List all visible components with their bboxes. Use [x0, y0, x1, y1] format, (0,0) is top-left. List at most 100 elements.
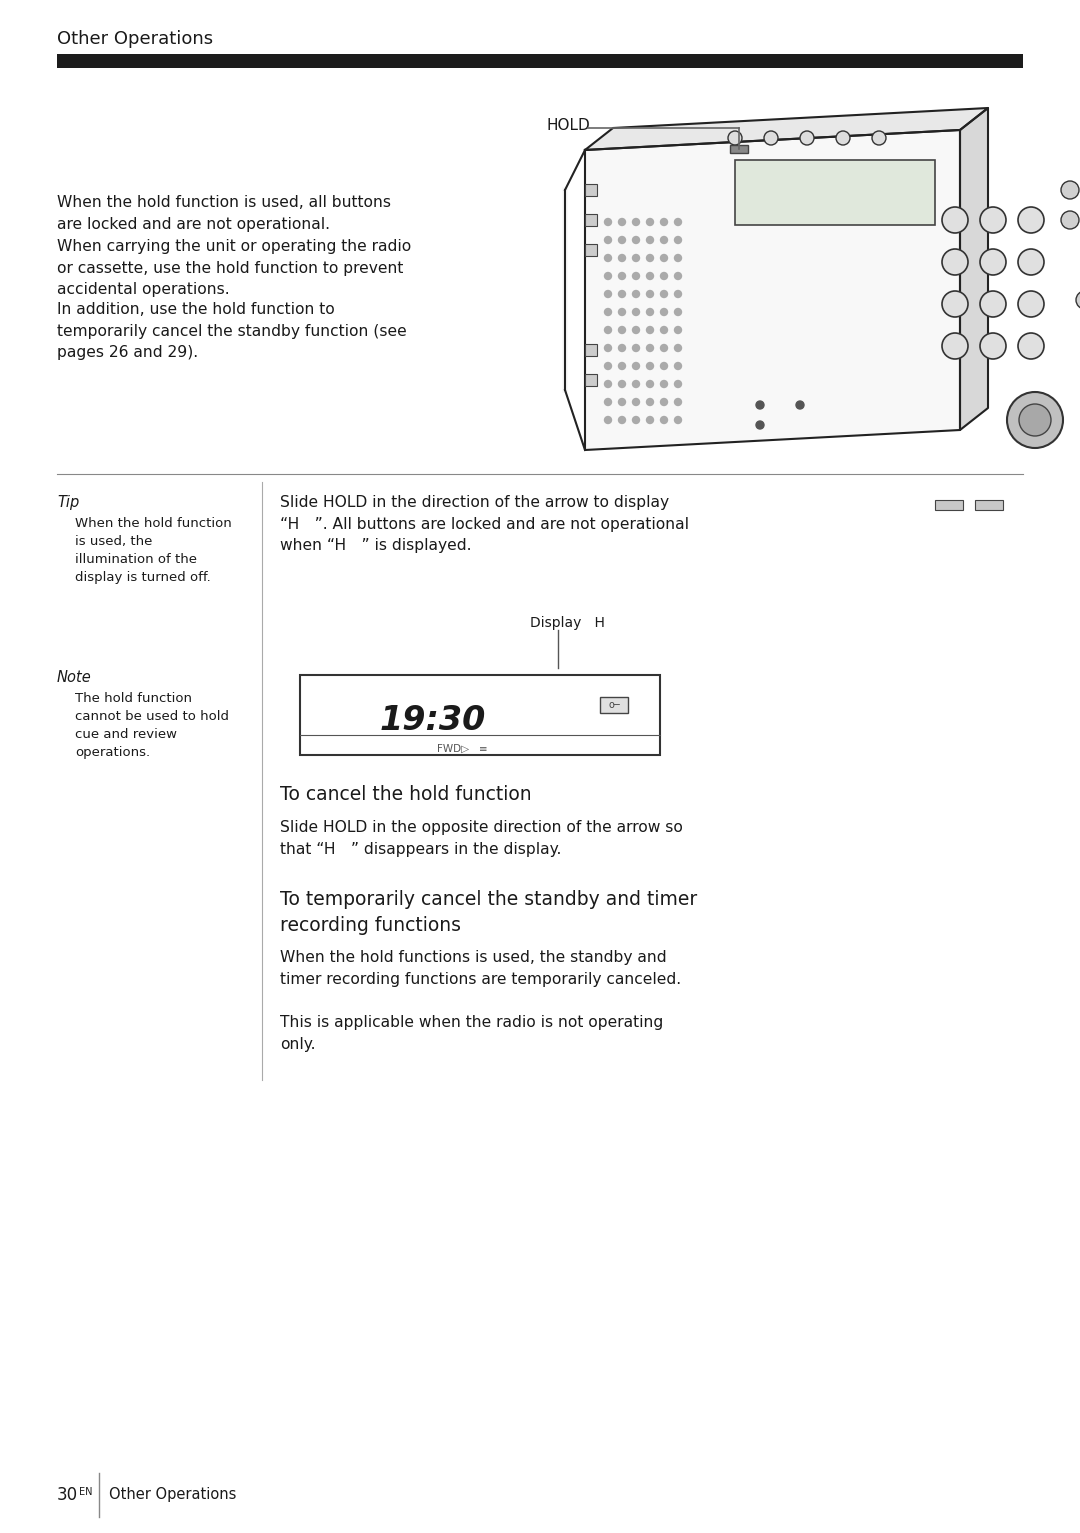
Circle shape [661, 308, 667, 316]
Circle shape [942, 248, 968, 274]
Circle shape [661, 380, 667, 388]
Circle shape [633, 417, 639, 423]
Circle shape [836, 130, 850, 146]
Circle shape [675, 290, 681, 297]
Bar [600, 698, 627, 713]
Circle shape [605, 254, 611, 262]
Circle shape [942, 291, 968, 317]
Circle shape [633, 399, 639, 406]
Circle shape [661, 345, 667, 351]
Circle shape [633, 219, 639, 225]
Circle shape [633, 308, 639, 316]
Circle shape [647, 399, 653, 406]
Circle shape [605, 362, 611, 369]
Circle shape [1061, 181, 1079, 199]
Circle shape [1018, 333, 1044, 359]
Circle shape [980, 207, 1005, 233]
Circle shape [619, 345, 625, 351]
Circle shape [605, 417, 611, 423]
Circle shape [1020, 405, 1051, 435]
Circle shape [756, 422, 764, 429]
Bar [585, 244, 597, 256]
Text: Other Operations: Other Operations [57, 31, 213, 48]
Circle shape [800, 130, 814, 146]
Circle shape [619, 236, 625, 244]
Circle shape [647, 380, 653, 388]
Circle shape [1061, 212, 1079, 228]
Circle shape [619, 399, 625, 406]
Circle shape [675, 273, 681, 279]
Text: 30: 30 [57, 1485, 78, 1504]
Circle shape [661, 417, 667, 423]
Bar [730, 146, 748, 153]
Circle shape [942, 207, 968, 233]
Circle shape [675, 345, 681, 351]
Text: 19:30: 19:30 [380, 704, 486, 736]
Text: Other Operations: Other Operations [109, 1487, 237, 1502]
Text: When the hold function
is used, the
illumination of the
display is turned off.: When the hold function is used, the illu… [75, 517, 232, 584]
Circle shape [605, 327, 611, 334]
Circle shape [619, 273, 625, 279]
Circle shape [1018, 291, 1044, 317]
Circle shape [980, 248, 1005, 274]
Text: When carrying the unit or operating the radio
or cassette, use the hold function: When carrying the unit or operating the … [57, 239, 411, 297]
Text: The hold function
cannot be used to hold
cue and review
operations.: The hold function cannot be used to hold… [75, 691, 229, 759]
Circle shape [619, 380, 625, 388]
Circle shape [1007, 392, 1063, 448]
Circle shape [619, 417, 625, 423]
Text: When the hold functions is used, the standby and
timer recording functions are t: When the hold functions is used, the sta… [280, 950, 681, 987]
Circle shape [605, 290, 611, 297]
Circle shape [980, 291, 1005, 317]
Circle shape [796, 402, 804, 409]
Bar [585, 343, 597, 356]
Circle shape [605, 380, 611, 388]
Text: To cancel the hold function: To cancel the hold function [280, 785, 531, 803]
Bar [585, 184, 597, 196]
Circle shape [605, 273, 611, 279]
Circle shape [661, 327, 667, 334]
Circle shape [675, 308, 681, 316]
Circle shape [756, 402, 764, 409]
Bar [585, 374, 597, 386]
Circle shape [661, 362, 667, 369]
Circle shape [647, 290, 653, 297]
Circle shape [605, 236, 611, 244]
Circle shape [1018, 248, 1044, 274]
Circle shape [675, 362, 681, 369]
Polygon shape [585, 107, 988, 150]
Circle shape [661, 399, 667, 406]
Circle shape [675, 254, 681, 262]
Circle shape [661, 290, 667, 297]
Bar [57, 54, 1023, 67]
Circle shape [633, 380, 639, 388]
Text: Tip: Tip [57, 495, 79, 510]
Circle shape [661, 273, 667, 279]
Circle shape [728, 130, 742, 146]
Text: Slide HOLD in the direction of the arrow to display
“H ”. All buttons are locked: Slide HOLD in the direction of the arrow… [280, 495, 689, 553]
Circle shape [1076, 291, 1080, 310]
Text: Slide HOLD in the opposite direction of the arrow so
that “H ” disappears in the: Slide HOLD in the opposite direction of … [280, 820, 683, 857]
Bar [300, 675, 660, 754]
Circle shape [647, 417, 653, 423]
Bar [975, 500, 1003, 510]
Circle shape [619, 362, 625, 369]
Bar [585, 215, 597, 225]
Circle shape [675, 417, 681, 423]
Text: FWD▷   ≡: FWD▷ ≡ [436, 744, 487, 754]
Circle shape [675, 327, 681, 334]
Bar [735, 159, 935, 225]
Circle shape [605, 308, 611, 316]
Text: To temporarily cancel the standby and timer
recording functions: To temporarily cancel the standby and ti… [280, 891, 698, 935]
Circle shape [647, 308, 653, 316]
Text: When the hold function is used, all buttons
are locked and are not operational.: When the hold function is used, all butt… [57, 195, 391, 231]
Text: HOLD: HOLD [546, 118, 590, 133]
Circle shape [675, 399, 681, 406]
Circle shape [605, 219, 611, 225]
Circle shape [633, 345, 639, 351]
Circle shape [605, 345, 611, 351]
Polygon shape [960, 107, 988, 429]
Circle shape [980, 333, 1005, 359]
Circle shape [675, 236, 681, 244]
Circle shape [661, 219, 667, 225]
Bar [935, 500, 963, 510]
